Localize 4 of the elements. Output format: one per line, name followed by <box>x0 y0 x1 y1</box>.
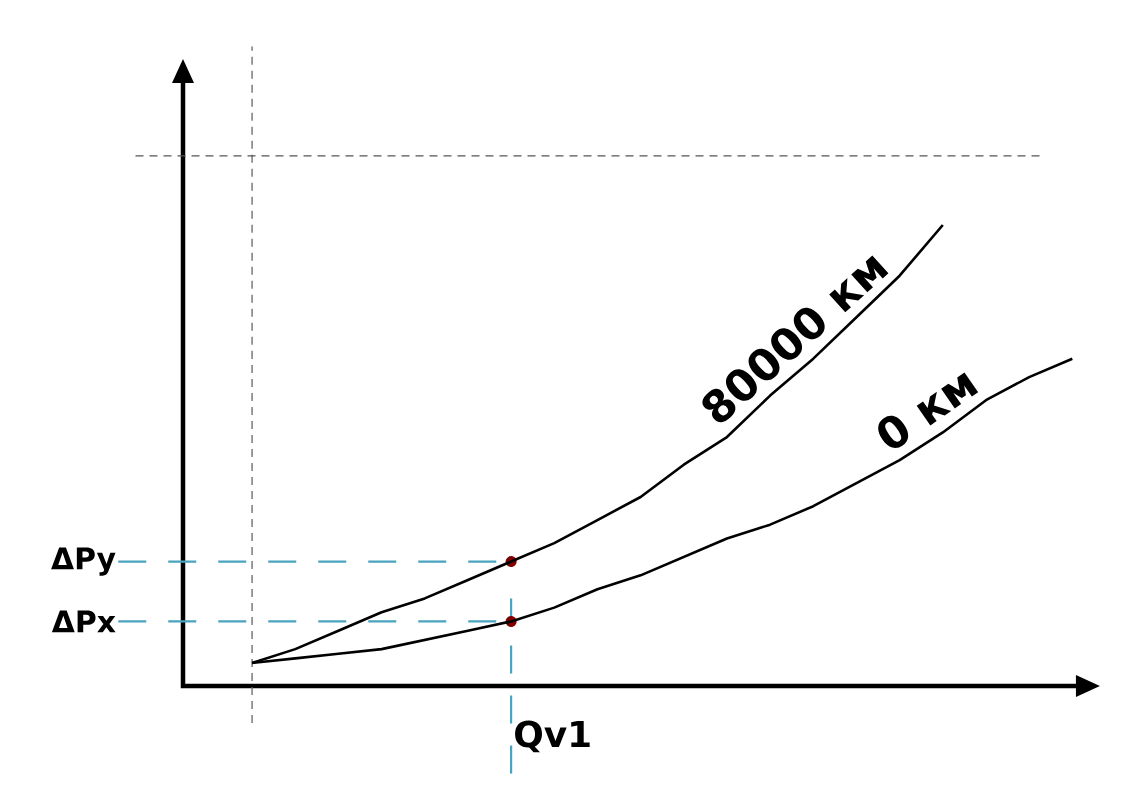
ref-line-label: ΔPx <box>51 610 116 633</box>
ref-line-label: ΔPy <box>51 547 116 576</box>
text: Qv1 <box>515 720 590 753</box>
text: 0 км <box>878 372 979 448</box>
